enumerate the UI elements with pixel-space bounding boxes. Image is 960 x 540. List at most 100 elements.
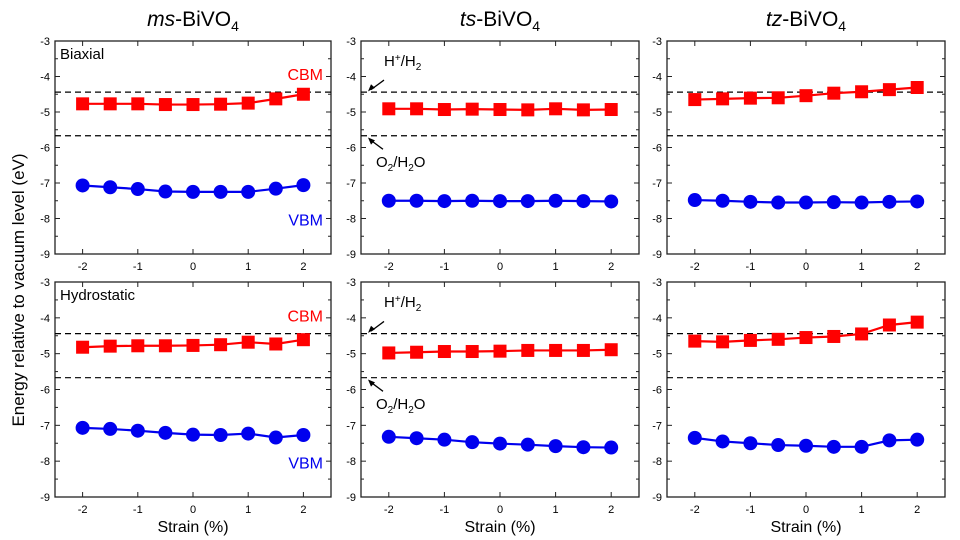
cbm-marker [241,335,255,349]
vbm-marker [186,184,200,199]
cbm-marker [410,102,424,116]
y-tick-label: -9 [346,249,356,261]
cbm-marker [882,83,896,97]
o-label-part: O [414,396,426,413]
x-tick-label: -2 [384,504,394,516]
panel-1: -3 -4 -5 -6 -7 -8 -9 -2 -1 0 1 2 CBM VBM Biaxial [40,36,332,273]
cbm-marker [103,97,117,111]
column-title-subscript: 4 [532,18,540,34]
y-tick-label: -6 [40,143,50,155]
plot-frame [666,281,946,498]
vbm-marker [296,428,311,443]
x-tick-label: 1 [859,504,865,516]
y-tick-label: -6 [346,143,356,155]
x-tick-label: 1 [553,504,559,516]
x-tick-label: 1 [245,504,251,516]
x-tick-label: 2 [608,504,614,516]
h-label-sub: 2 [416,303,422,314]
cbm-marker [827,86,841,100]
y-axis-label: Energy relative to vacuum level (eV) [9,153,28,426]
y-tick-label: -5 [652,349,662,361]
cbm-marker [493,344,507,358]
y-tick-label: -5 [652,107,662,119]
o-label-sub: 2 [408,163,414,174]
cbm-marker [771,332,785,346]
cbm-marker [688,334,702,348]
x-tick-label: -1 [440,504,450,516]
y-tick-label: -7 [40,420,50,432]
h-arrow-head-icon [368,325,375,333]
y-tick-label: -8 [652,456,662,468]
y-tick-label: -3 [346,277,356,289]
cbm-marker [158,98,172,112]
y-tick-label: -6 [346,385,356,397]
o-arrow-head-icon [368,379,375,387]
vbm-marker [241,184,256,199]
y-tick-label: -4 [40,313,50,325]
cbm-marker [269,337,283,351]
cbm-marker [799,331,813,345]
x-tick-label: 0 [497,504,503,516]
plot-frame [666,40,946,255]
vbm-marker [882,194,897,209]
vbm-marker [743,194,758,209]
y-tick-label: -3 [652,277,662,289]
cbm-marker [716,335,730,349]
y-tick-label: -9 [40,492,50,504]
vbm-marker [520,437,535,452]
h-label-sup: + [395,294,401,305]
vbm-marker [409,431,424,446]
vbm-marker [910,432,925,447]
plot-frame [360,281,640,498]
column-title: ts-BiVO4 [460,8,540,34]
cbm-marker [186,338,200,352]
o-label-part: O [376,154,388,171]
x-tick-label: 2 [914,504,920,516]
x-tick-label: 0 [190,504,196,516]
cbm-marker [521,103,535,117]
y-tick-label: -6 [40,385,50,397]
cbm-marker [382,346,396,360]
column-title: ms-BiVO4 [147,8,239,34]
x-tick-label: -2 [384,261,394,273]
cbm-marker [688,93,702,107]
y-tick-label: -6 [652,385,662,397]
cbm-marker [799,89,813,103]
vbm-marker [548,193,563,208]
cbm-marker [855,85,869,99]
x-tick-label: -2 [690,261,700,273]
cbm-marker [549,102,563,116]
cbm-marker [214,338,228,352]
column-title-prefix: tz [766,8,783,31]
vbm-marker [268,181,283,196]
vbm-marker [576,194,591,209]
x-tick-label: 1 [859,261,865,273]
vbm-marker [296,178,311,193]
x-axis-label: Strain (%) [464,519,535,536]
y-tick-label: -7 [346,178,356,190]
cbm-marker [604,103,618,117]
vbm-marker [213,184,228,199]
x-tick-label: 0 [803,261,809,273]
vbm-marker [103,180,118,195]
vbm-marker [548,439,563,454]
cbm-marker [604,343,618,357]
vbm-marker [826,195,841,210]
cbm-marker [716,92,730,106]
vbm-marker [409,193,424,208]
y-tick-label: -7 [652,420,662,432]
y-tick-label: -8 [40,214,50,226]
vbm-marker [437,432,452,447]
x-tick-label: -1 [133,504,143,516]
row-label: Hydrostatic [60,287,136,304]
vbm-marker [75,420,90,435]
o-reference-label: O2/H2O [376,396,425,416]
o-label-sub: 2 [388,405,394,416]
y-tick-label: -9 [40,249,50,261]
column-title-prefix: ts [460,8,477,31]
column-title-subscript: 4 [231,18,239,34]
y-tick-label: -4 [346,313,356,325]
vbm-marker [465,435,480,450]
x-tick-label: -1 [440,261,450,273]
